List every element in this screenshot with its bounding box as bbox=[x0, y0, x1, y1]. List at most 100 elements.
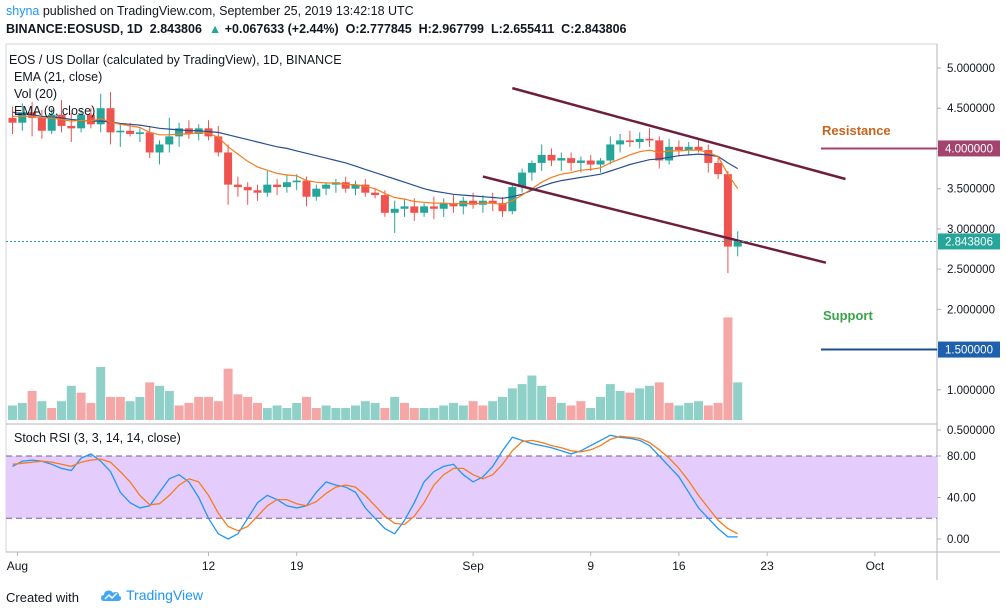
candle-body bbox=[292, 180, 301, 183]
volume-bar bbox=[76, 392, 86, 420]
volume-bar bbox=[86, 402, 96, 420]
support-price-tag-text: 1.500000 bbox=[945, 345, 993, 357]
candle-body bbox=[606, 144, 615, 161]
volume-bar bbox=[635, 388, 645, 420]
volume-bar bbox=[409, 408, 419, 420]
time-tick-label: Aug bbox=[7, 559, 28, 573]
volume-bar bbox=[311, 408, 321, 420]
ohlc-line: BINANCE:EOSUSD, 1D 2.843806 ▲ +0.067633 … bbox=[6, 22, 627, 36]
candle-body bbox=[576, 160, 585, 163]
volume-bar bbox=[605, 384, 615, 420]
candle-body bbox=[96, 108, 105, 125]
support-label: Support bbox=[823, 308, 873, 323]
candle-body bbox=[410, 206, 419, 213]
candle-body bbox=[175, 128, 184, 137]
price-tick-label: 4.500000 bbox=[947, 103, 995, 115]
low-label: L: bbox=[490, 22, 503, 36]
candle-body bbox=[733, 241, 742, 247]
high-label: H: bbox=[418, 22, 432, 36]
candle-body bbox=[714, 162, 723, 175]
upper-trendline bbox=[511, 86, 846, 181]
volume-bar bbox=[537, 385, 547, 420]
price-chart[interactable]: 5.000000 4.500000 4.000000 3.500000 3.000000… bbox=[0, 0, 1006, 587]
candle-body bbox=[214, 136, 223, 153]
indicator-lines bbox=[6, 86, 937, 351]
volume-bar bbox=[174, 405, 184, 420]
time-tick-label: Oct bbox=[866, 559, 885, 573]
volume-bar bbox=[556, 402, 566, 420]
volume-bar bbox=[664, 402, 674, 420]
ema9-line bbox=[12, 115, 739, 206]
rsi-title: Stoch RSI (3, 3, 14, 14, close) bbox=[14, 431, 181, 445]
candle-body bbox=[57, 114, 66, 126]
volume-bar bbox=[253, 402, 262, 420]
volume-bar bbox=[517, 384, 527, 420]
price-tick-label: 3.000000 bbox=[947, 224, 995, 236]
time-tick-label: 9 bbox=[587, 559, 594, 573]
volume-bar bbox=[478, 405, 488, 420]
volume-bar bbox=[507, 388, 517, 420]
volume-bar bbox=[8, 405, 17, 420]
volume-bar bbox=[703, 405, 713, 420]
candle-body bbox=[380, 195, 389, 213]
candle-body bbox=[341, 182, 350, 189]
volume-bar bbox=[223, 368, 233, 420]
volume-bar bbox=[468, 401, 478, 420]
candle-body bbox=[704, 150, 713, 163]
volume-bar bbox=[321, 405, 331, 420]
time-tick-label: 23 bbox=[760, 559, 774, 573]
publisher-name[interactable]: shyna bbox=[6, 4, 40, 18]
candle-body bbox=[723, 174, 732, 247]
high-value: 2.967799 bbox=[431, 22, 484, 36]
candle-body bbox=[665, 146, 674, 161]
volume-bar bbox=[498, 396, 507, 420]
candle-body bbox=[302, 180, 311, 197]
candle-body bbox=[18, 112, 27, 123]
volume-bar bbox=[547, 396, 556, 420]
volume-bar bbox=[47, 408, 57, 420]
candle-body bbox=[439, 203, 448, 209]
candle-body bbox=[145, 132, 154, 153]
support-price-tag-box bbox=[938, 341, 1000, 358]
candle-body bbox=[508, 187, 517, 212]
volume-bar bbox=[194, 396, 204, 420]
candle-body bbox=[243, 187, 252, 191]
volume-bar bbox=[733, 382, 743, 420]
volume-bar bbox=[360, 401, 370, 420]
stoch-d-line bbox=[12, 435, 739, 535]
candle-body bbox=[567, 158, 576, 163]
rsi-tick-label: 0.00 bbox=[947, 534, 969, 546]
candle-body bbox=[684, 146, 693, 151]
volume-bar bbox=[341, 408, 351, 420]
candle-body bbox=[135, 132, 144, 134]
candle-body bbox=[116, 130, 125, 133]
volume-bar bbox=[27, 390, 37, 420]
volume-bar bbox=[145, 382, 155, 420]
change-arrow-icon: ▲ bbox=[208, 22, 222, 36]
close-label: C: bbox=[561, 22, 575, 36]
last-price-value: 2.843806 bbox=[149, 22, 202, 36]
candle-body bbox=[312, 188, 321, 197]
legend-ema21: EMA (21, close) bbox=[14, 70, 102, 84]
candle-body bbox=[224, 152, 233, 185]
footer: Created with TradingView bbox=[0, 587, 1006, 615]
volume-bar bbox=[125, 401, 135, 420]
tradingview-cloud-icon bbox=[101, 590, 122, 601]
candle-body bbox=[86, 114, 95, 125]
price-tick-label: 2.500000 bbox=[947, 264, 995, 276]
volume-bar bbox=[302, 396, 311, 420]
tradingview-logo[interactable]: TradingView bbox=[100, 587, 203, 603]
volume-bar bbox=[429, 408, 439, 420]
rsi-tick-label: 40.00 bbox=[947, 493, 976, 505]
price-tick-label: 3.500000 bbox=[947, 184, 995, 196]
volume-bar bbox=[272, 405, 282, 420]
volume-bar bbox=[57, 401, 66, 420]
low-value: 2.655411 bbox=[502, 22, 555, 36]
volume-bar bbox=[233, 394, 243, 420]
volume-bar bbox=[204, 396, 213, 420]
candle-body bbox=[429, 206, 438, 209]
open-label: O: bbox=[345, 22, 360, 36]
candle-body bbox=[126, 130, 135, 134]
volume-bar bbox=[243, 396, 253, 420]
volume-bar bbox=[684, 402, 694, 420]
